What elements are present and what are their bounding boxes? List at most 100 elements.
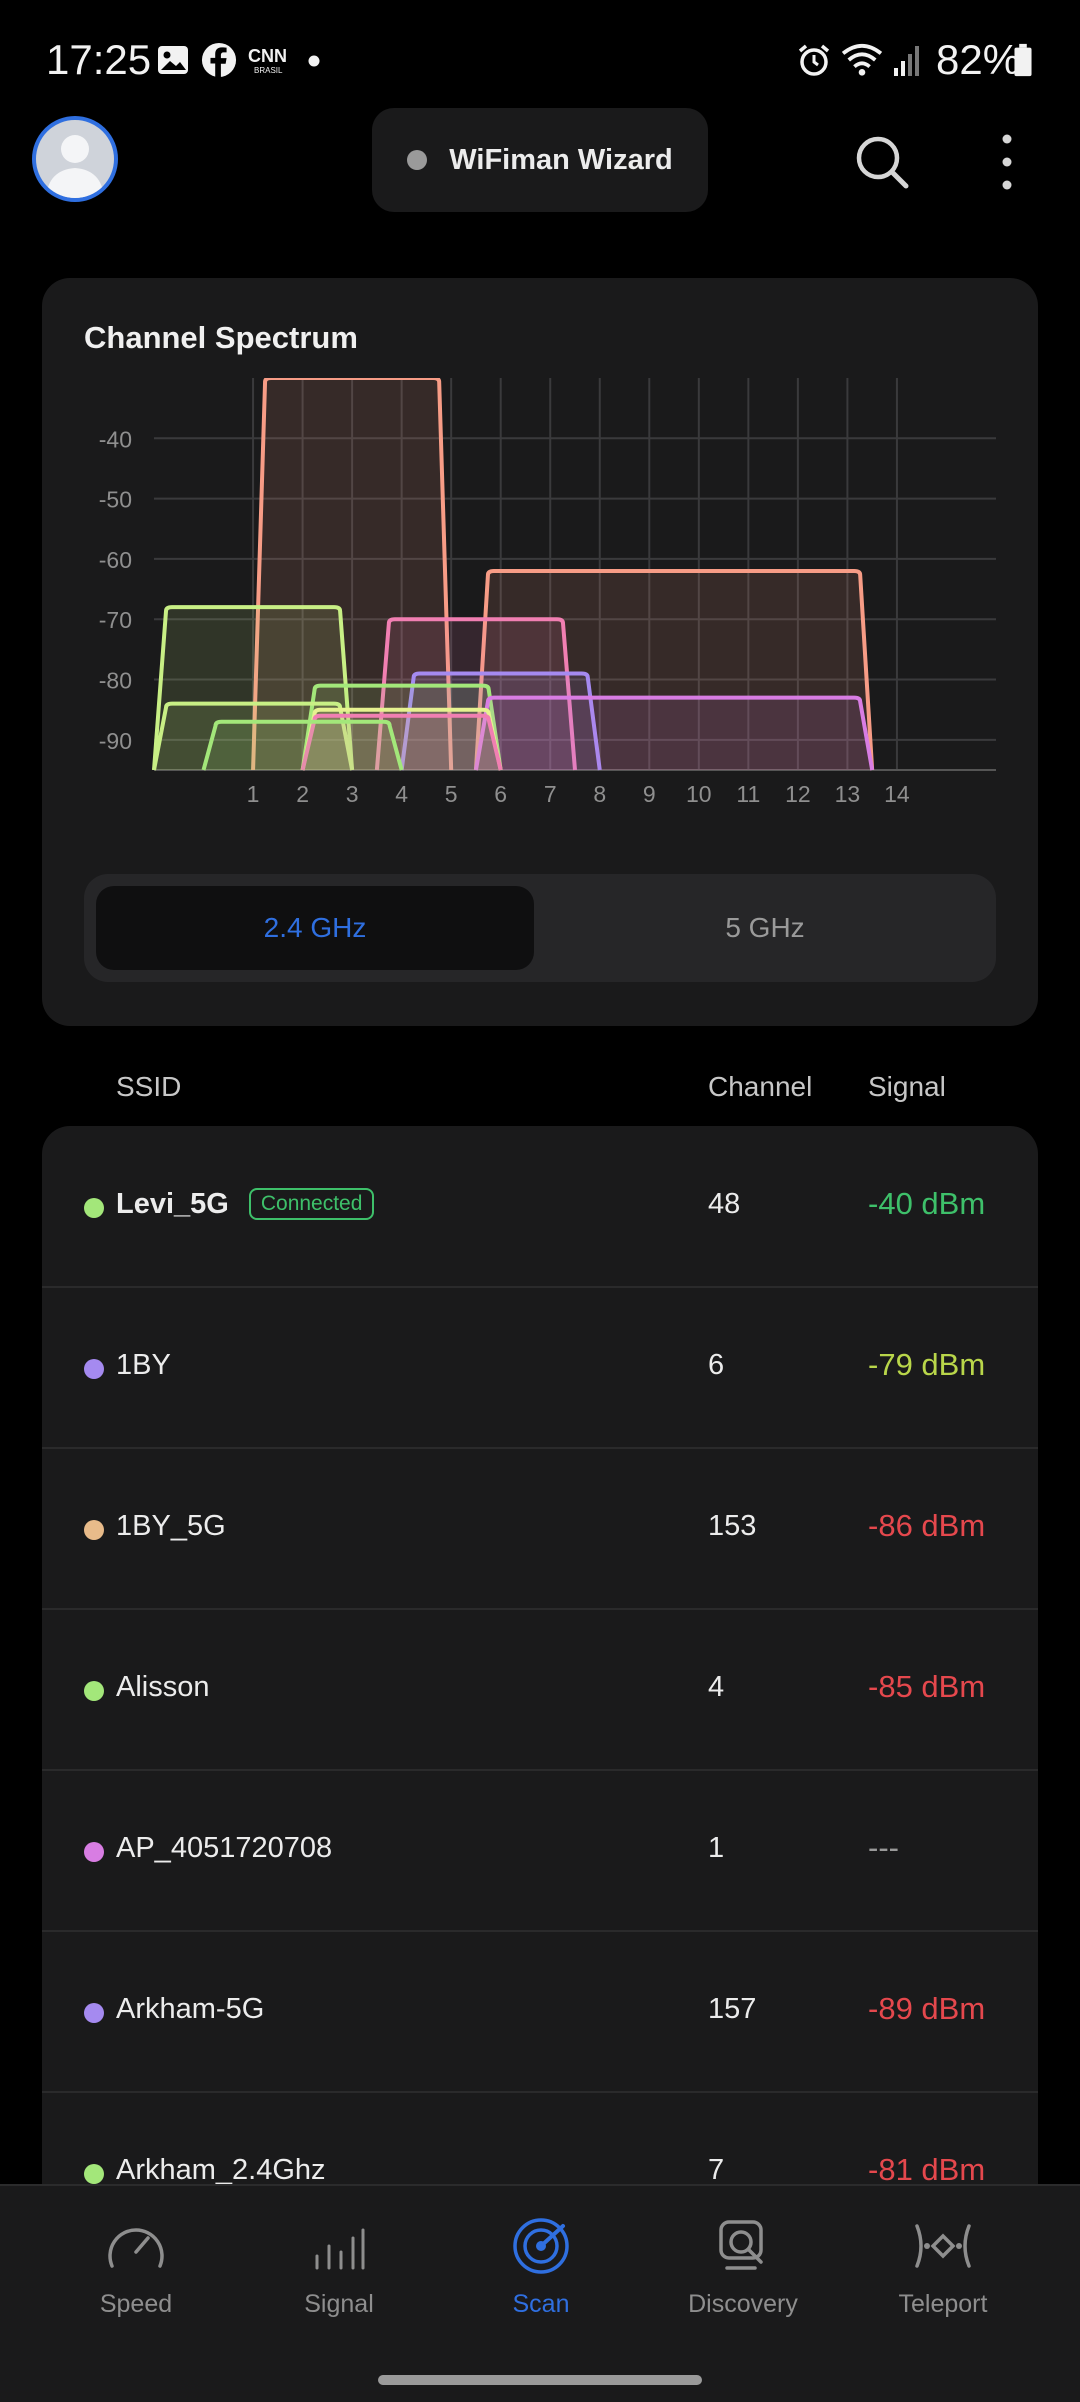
spectrum-area	[376, 619, 575, 770]
spectrum-area	[475, 570, 873, 770]
x-tick-label: 14	[884, 781, 910, 807]
x-tick-label: 12	[785, 781, 811, 807]
battery-percentage: 82%	[936, 36, 1021, 83]
network-channel: 4	[708, 1671, 725, 1703]
x-tick-label: 3	[346, 781, 359, 807]
network-channel: 153	[708, 1510, 757, 1542]
more-vertical-icon[interactable]	[990, 130, 1024, 194]
speedometer-icon	[108, 2228, 164, 2268]
avatar-icon	[46, 135, 104, 198]
facebook-icon	[201, 42, 237, 78]
signal-bars-icon	[315, 2228, 365, 2270]
cnn-brasil-icon: CNN BRASIL	[248, 46, 286, 75]
y-tick-label: -40	[99, 426, 132, 452]
home-indicator[interactable]	[378, 2375, 702, 2385]
network-ssid: 1BY	[116, 1349, 171, 1381]
x-axis-ticks: 1 2 3 4 5 6 7 8 9 10 11 12 13 14	[247, 781, 910, 807]
spectrum-chart: -40-50-60-70-80-90 1 2 3 4 5 6 7 8 9 10 11 12 13 14	[99, 378, 996, 807]
y-axis-ticks: -40 -50 -60 -70 -80 -90	[99, 426, 132, 754]
spectrum-series-line	[300, 683, 503, 771]
network-signal: ---	[868, 1830, 899, 1865]
network-ssid: 1BY_5G	[116, 1510, 226, 1542]
spectrum-series-line	[473, 568, 875, 771]
battery-icon	[1014, 43, 1032, 77]
network-row[interactable]: AP_4051720708 1 ---	[42, 1770, 1038, 1932]
network-channel: 7	[708, 2154, 725, 2186]
y-tick-label: -60	[99, 547, 132, 573]
x-tick-label: 13	[835, 781, 861, 807]
status-bar: 17:25 CNN BRASIL 82%	[0, 0, 1080, 120]
network-color-dot	[84, 1681, 104, 1701]
spectrum-series-line	[152, 605, 355, 771]
network-color-dot	[84, 2003, 104, 2023]
nav-discovery[interactable]: Discovery	[668, 2216, 818, 2336]
x-tick-label: 8	[593, 781, 606, 807]
network-row[interactable]: Arkham-5G 157 -89 dBm	[42, 1931, 1038, 2093]
x-tick-label: 4	[395, 781, 408, 807]
x-tick-label: 10	[686, 781, 712, 807]
svg-text:CNN: CNN	[248, 46, 286, 66]
column-header-signal[interactable]: Signal	[868, 1071, 946, 1102]
x-tick-label: 9	[643, 781, 656, 807]
network-list: Levi_5G Connected 48 -40 dBm 1BY 6 -79 dB…	[42, 1126, 1038, 2326]
search-icon[interactable]	[850, 130, 914, 194]
network-ssid: Arkham_2.4Ghz	[116, 2154, 326, 2186]
teleport-icon	[915, 2224, 971, 2268]
network-row[interactable]: 1BY 6 -79 dBm	[42, 1287, 1038, 1449]
network-row[interactable]: Arkham_2.4Ghz 7 -81 dBm	[42, 2092, 1038, 2254]
column-header-ssid[interactable]: SSID	[116, 1071, 182, 1102]
y-tick-label: -50	[99, 487, 132, 513]
network-color-dot	[84, 1198, 104, 1218]
spectrum-area	[302, 709, 501, 770]
bottom-navigation: Speed Signal Scan Discovery T	[0, 2184, 1080, 2402]
network-color-dot	[84, 2164, 104, 2184]
band-5ghz-tab[interactable]: 5 GHz	[725, 912, 805, 943]
wizard-label: WiFiman Wizard	[449, 143, 673, 176]
network-channel: 1	[708, 1832, 725, 1864]
x-tick-label: 1	[247, 781, 260, 807]
x-tick-label: 7	[544, 781, 557, 807]
network-row[interactable]: 1BY_5G 153 -86 dBm	[42, 1448, 1038, 1610]
spectrum-series-line	[399, 671, 602, 771]
network-ssid: Levi_5G Connected	[116, 1188, 375, 1221]
spectrum-area	[302, 685, 501, 770]
connected-badge: Connected	[248, 1188, 375, 1220]
network-channel: 157	[708, 1993, 757, 2025]
nav-label: Discovery	[688, 2290, 798, 2318]
spectrum-area	[203, 721, 402, 770]
chart-series	[152, 378, 875, 771]
alarm-icon	[798, 44, 830, 76]
network-signal: -86 dBm	[868, 1508, 986, 1543]
y-tick-label: -80	[99, 668, 132, 694]
column-header-channel[interactable]: Channel	[708, 1071, 813, 1102]
wifi-icon	[841, 43, 883, 76]
x-tick-label: 6	[494, 781, 507, 807]
spectrum-series-line	[374, 617, 577, 771]
wifiman-wizard-button[interactable]: WiFiman Wizard	[372, 108, 708, 212]
network-color-dot	[84, 1520, 104, 1540]
nav-teleport[interactable]: Teleport	[868, 2216, 1018, 2336]
spectrum-title: Channel Spectrum	[84, 320, 358, 355]
network-row[interactable]: Alisson 4 -85 dBm	[42, 1609, 1038, 1771]
network-color-dot	[84, 1359, 104, 1379]
avatar[interactable]	[32, 116, 118, 202]
network-signal: -79 dBm	[868, 1347, 986, 1382]
spectrum-series-line	[251, 378, 454, 771]
network-row[interactable]: Levi_5G Connected 48 -40 dBm	[42, 1126, 1038, 1288]
y-tick-label: -70	[99, 607, 132, 633]
network-ssid: Alisson	[116, 1671, 210, 1703]
network-signal: -81 dBm	[868, 2152, 986, 2187]
spectrum-series-line	[300, 713, 503, 771]
nav-label: Teleport	[898, 2290, 988, 2318]
nav-label: Signal	[304, 2290, 374, 2318]
x-tick-label: 2	[296, 781, 309, 807]
nav-signal[interactable]: Signal	[264, 2216, 414, 2336]
radar-icon	[513, 2218, 569, 2274]
band-toggle: 2.4 GHz 5 GHz	[84, 874, 996, 982]
band-2-4ghz-tab[interactable]: 2.4 GHz	[96, 886, 534, 970]
gallery-icon	[158, 46, 188, 74]
network-channel: 6	[708, 1349, 725, 1381]
spectrum-series-line	[201, 719, 404, 771]
nav-scan[interactable]: Scan	[466, 2216, 616, 2336]
nav-speed[interactable]: Speed	[61, 2216, 211, 2336]
